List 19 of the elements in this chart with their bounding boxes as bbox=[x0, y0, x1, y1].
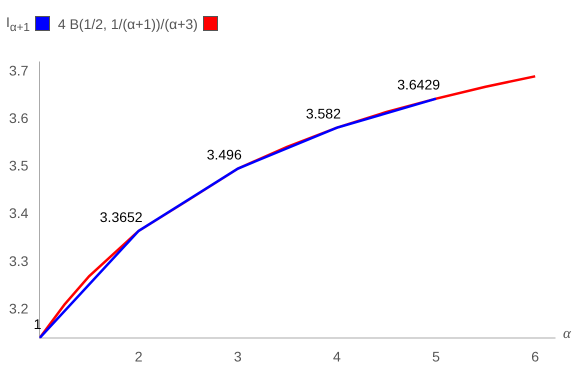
x-tick-label: 4 bbox=[332, 348, 341, 364]
annotation: 1 bbox=[34, 316, 42, 332]
y-tick-label: 3.2 bbox=[8, 300, 29, 316]
x-tick-label: 6 bbox=[531, 348, 540, 364]
data-label: 3.6429 bbox=[397, 76, 440, 93]
y-tick-label: 3.3 bbox=[8, 252, 29, 269]
data-label: 3.3652 bbox=[100, 208, 143, 225]
y-tick-label: 3.7 bbox=[8, 62, 29, 78]
x-tick-label: 2 bbox=[134, 348, 143, 364]
legend-label: I$_{α+1}$ bbox=[6, 14, 30, 34]
y-tick-label: 3.4 bbox=[8, 205, 29, 222]
data-label: 3.582 bbox=[306, 106, 342, 122]
data-label: 3.496 bbox=[206, 146, 242, 163]
x-tick-label: 5 bbox=[432, 348, 440, 364]
y-tick-label: 3.5 bbox=[8, 158, 29, 174]
legend-label: 4 B(1/2, 1/(α+1))/(α+3) bbox=[58, 16, 198, 32]
x-axis-title: α bbox=[563, 326, 572, 342]
x-tick-label: 3 bbox=[234, 348, 242, 364]
y-tick-label: 3.6 bbox=[8, 110, 29, 126]
